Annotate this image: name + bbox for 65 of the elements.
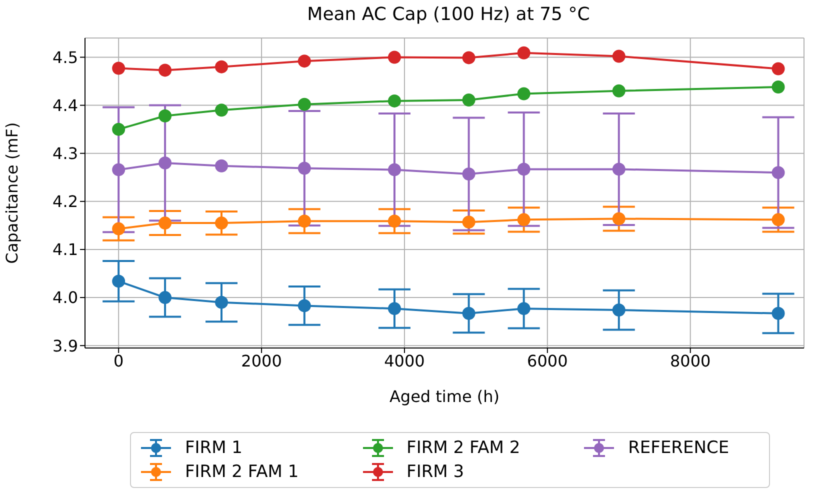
point: [215, 60, 228, 74]
point: [215, 296, 228, 309]
point: [158, 64, 172, 77]
point: [517, 302, 530, 316]
legend-label: FIRM 2 FAM 2: [406, 438, 520, 458]
point: [388, 302, 401, 316]
y-tick-label: 4.4: [52, 96, 78, 115]
point: [462, 168, 476, 181]
point: [112, 62, 126, 75]
x-tick-label: 8000: [670, 351, 711, 370]
x-tick-label: 4000: [384, 351, 425, 370]
point: [772, 166, 785, 180]
point: [388, 214, 401, 228]
point: [517, 162, 530, 176]
point: [298, 299, 311, 312]
point: [517, 46, 530, 60]
point: [158, 156, 172, 170]
x-tick-label: 2000: [241, 351, 282, 370]
point: [612, 304, 626, 317]
point: [215, 159, 228, 172]
x-tick-label: 0: [114, 351, 124, 370]
point: [158, 109, 172, 122]
y-axis-title: Capacitance (mF): [2, 122, 22, 264]
point: [298, 98, 311, 111]
point: [462, 216, 476, 229]
point: [298, 162, 311, 175]
legend-label: REFERENCE: [628, 438, 730, 458]
point: [298, 54, 311, 68]
point: [462, 51, 476, 64]
point: [388, 50, 401, 64]
point: [517, 213, 530, 226]
legend-label: FIRM 2 FAM 1: [185, 462, 299, 482]
point: [112, 122, 126, 136]
y-tick-label: 4.5: [52, 48, 78, 67]
point: [612, 162, 626, 176]
point: [612, 212, 626, 226]
point: [772, 306, 785, 320]
y-tick-label: 3.9: [52, 336, 78, 356]
point: [215, 104, 228, 117]
point: [112, 222, 126, 236]
point: [517, 87, 530, 100]
y-tick-label: 4.1: [52, 240, 78, 260]
point: [772, 213, 785, 226]
point: [462, 306, 476, 320]
legend-label: FIRM 1: [185, 438, 242, 458]
point: [462, 94, 476, 106]
point: [215, 216, 228, 230]
point: [388, 163, 401, 176]
x-axis-title: Aged time (h): [389, 387, 500, 406]
point: [612, 84, 626, 98]
point: [158, 216, 172, 230]
legend-label: FIRM 3: [406, 462, 464, 482]
point: [612, 50, 626, 63]
point: [112, 274, 126, 288]
point: [298, 214, 311, 228]
point: [112, 163, 126, 176]
chart-title: Mean AC Cap (100 Hz) at 75 °C: [306, 4, 591, 25]
y-tick-label: 4.3: [52, 144, 78, 164]
point: [772, 62, 785, 76]
y-tick-label: 4.0: [52, 288, 78, 308]
point: [388, 94, 401, 108]
y-tick-label: 4.2: [52, 192, 78, 212]
point: [772, 80, 785, 94]
point: [158, 291, 172, 304]
x-tick-label: 6000: [527, 351, 568, 370]
